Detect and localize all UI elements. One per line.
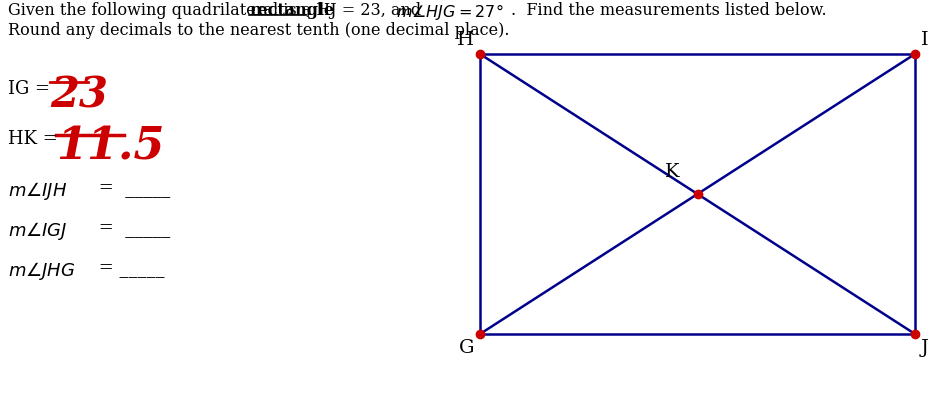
- Text: rectangle: rectangle: [250, 2, 334, 19]
- Text: , HJ = 23, and: , HJ = 23, and: [306, 2, 427, 19]
- Text: I: I: [921, 31, 929, 49]
- Text: $m\angle HJG = 27°$: $m\angle HJG = 27°$: [397, 2, 504, 22]
- Text: J: J: [921, 338, 929, 356]
- Text: $m\angle IGJ$: $m\angle IGJ$: [8, 220, 68, 241]
- Text: $m\angle IJH$: $m\angle IJH$: [8, 180, 67, 202]
- Text: K: K: [665, 163, 679, 180]
- Text: 11.5: 11.5: [56, 126, 165, 169]
- Text: Round any decimals to the nearest tenth (one decimal place).: Round any decimals to the nearest tenth …: [8, 22, 510, 39]
- Text: 23: 23: [50, 74, 108, 116]
- Text: = _____: = _____: [93, 259, 165, 277]
- Text: Given the following quadrilateral is a: Given the following quadrilateral is a: [8, 2, 317, 19]
- Text: HK =: HK =: [8, 130, 63, 148]
- Text: .  Find the measurements listed below.: . Find the measurements listed below.: [512, 2, 827, 19]
- Text: IG =: IG =: [8, 80, 56, 98]
- Text: =  _____: = _____: [93, 180, 171, 198]
- Text: $m\angle JHG$: $m\angle JHG$: [8, 259, 75, 281]
- Text: G: G: [459, 338, 474, 356]
- Text: =  _____: = _____: [93, 220, 171, 237]
- Text: H: H: [457, 31, 474, 49]
